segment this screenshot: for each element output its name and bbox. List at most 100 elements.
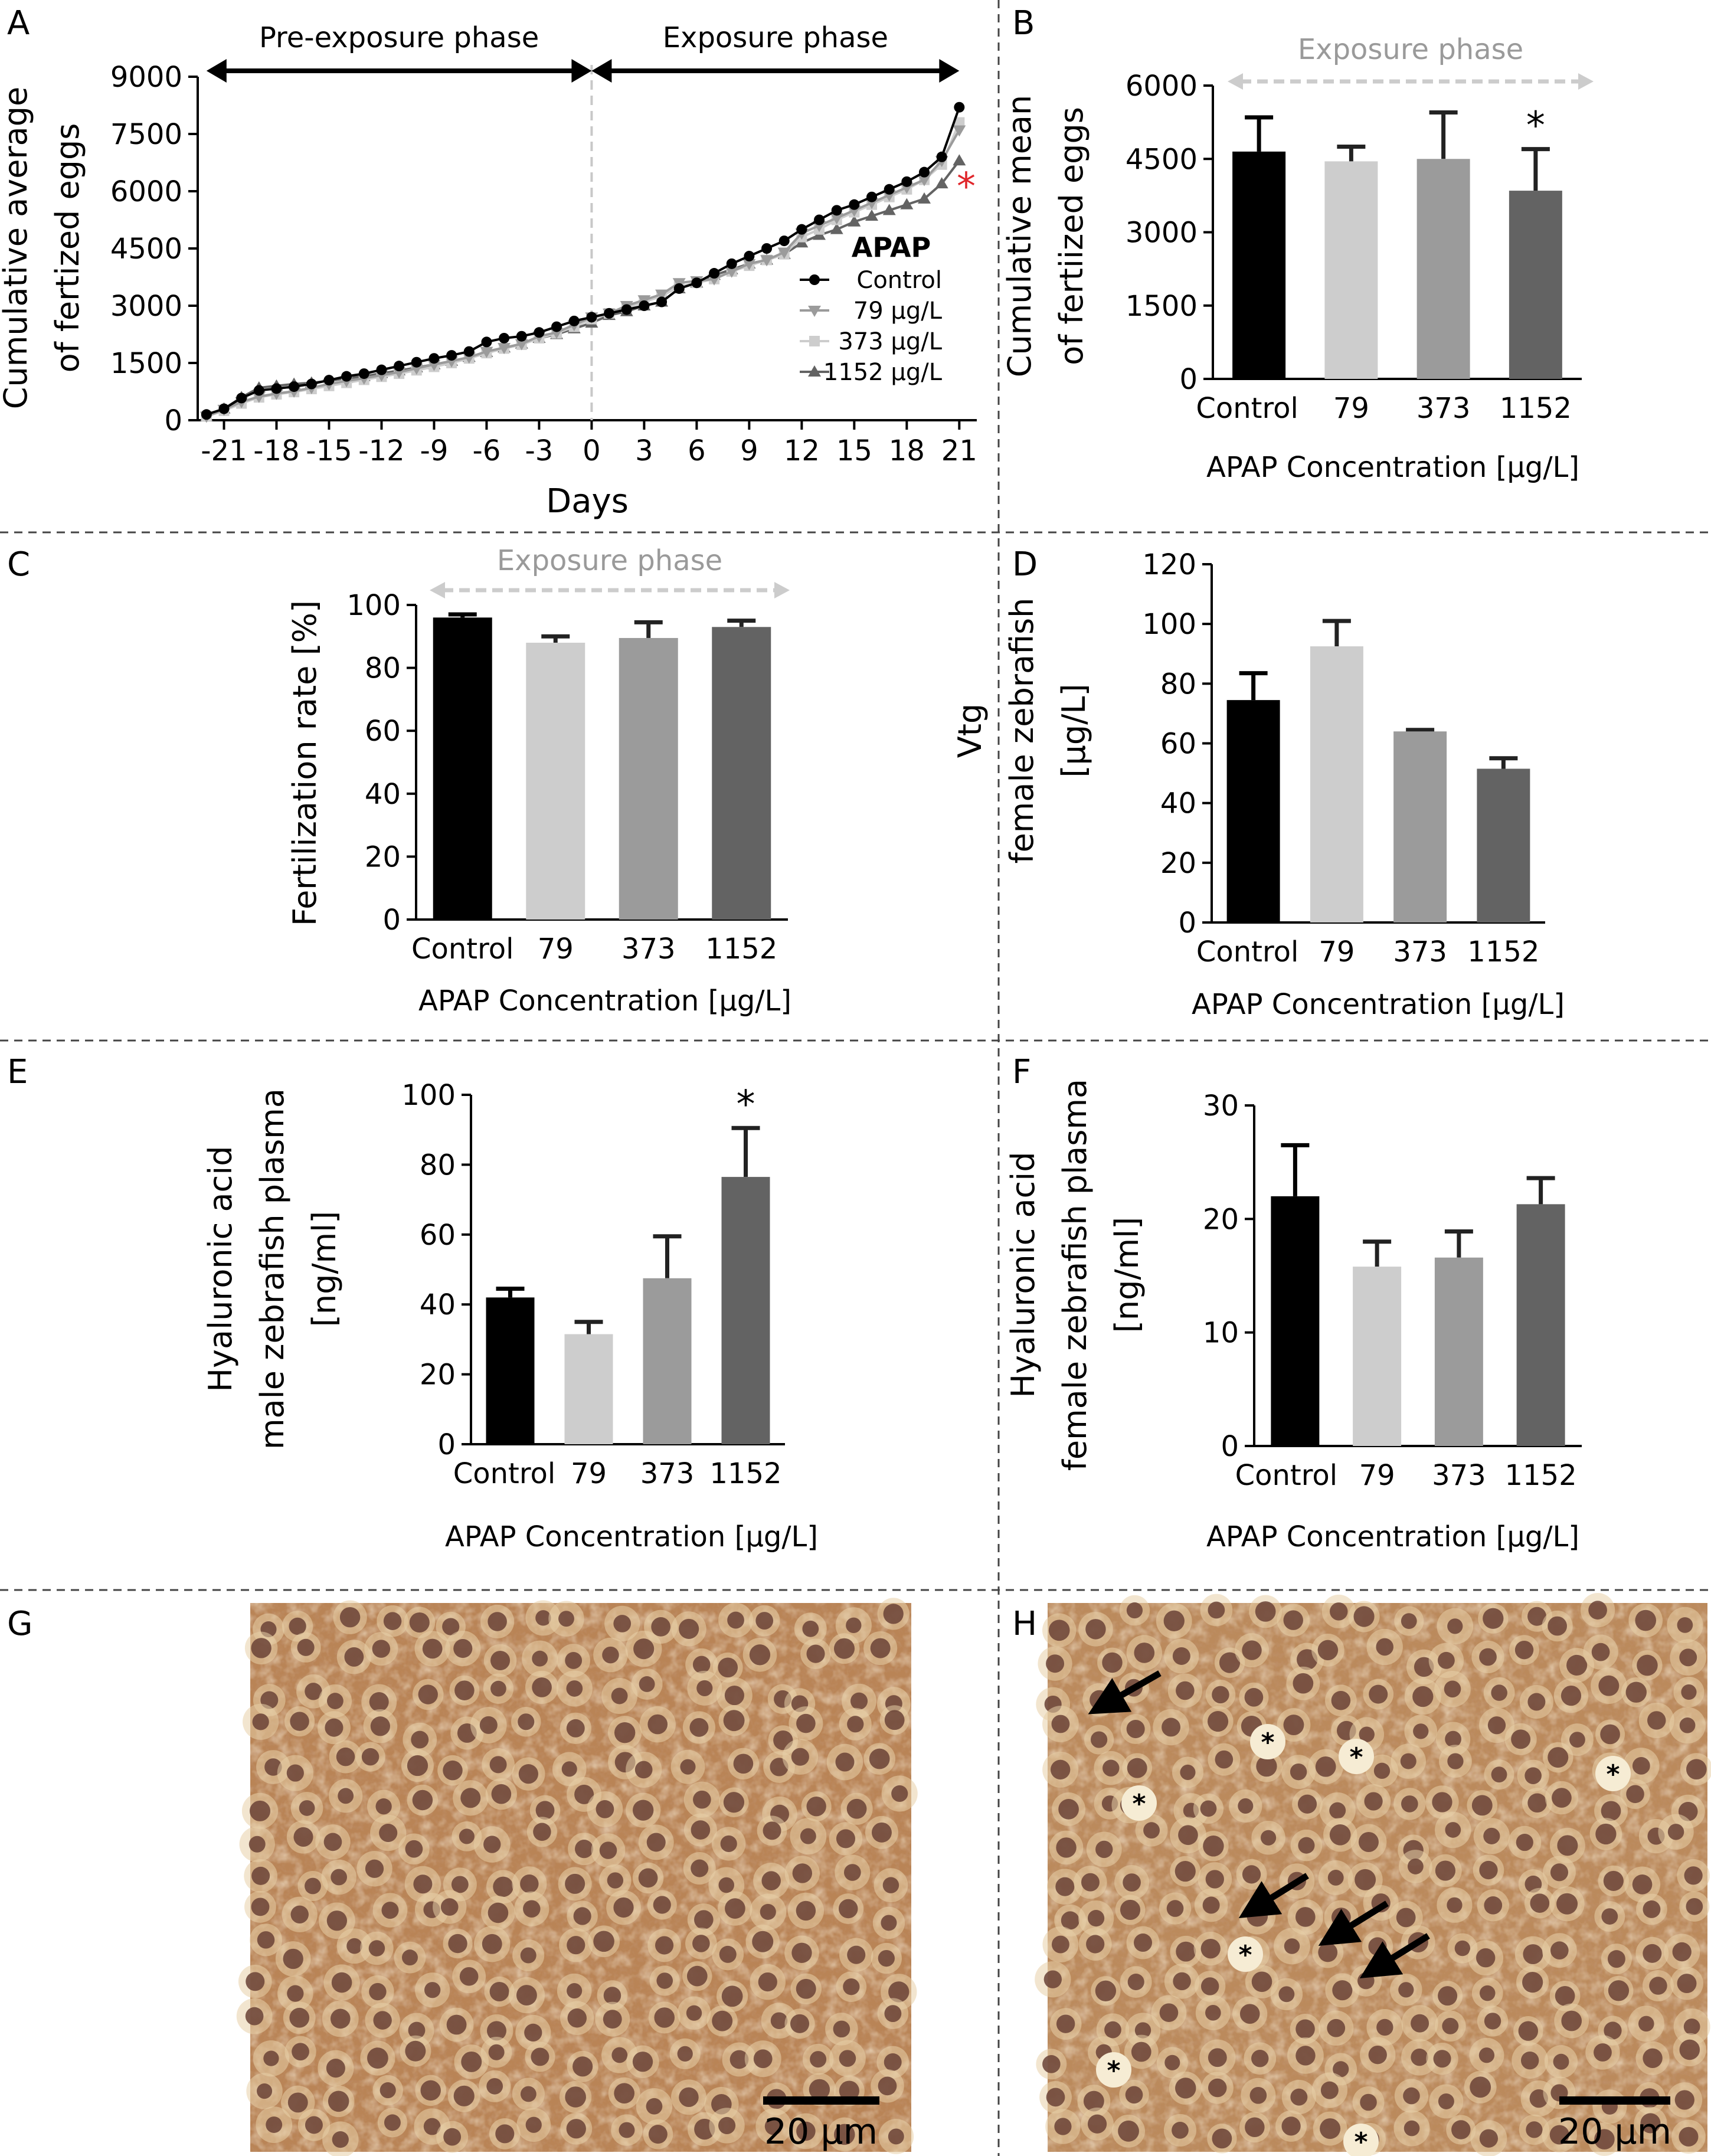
cell-nucleus	[1055, 1877, 1075, 1896]
cell-nucleus	[1056, 2014, 1075, 2033]
y-tick-label: 60	[365, 715, 401, 748]
cell-nucleus	[846, 1617, 862, 1634]
data-point	[814, 214, 825, 225]
cell-nucleus	[448, 1933, 467, 1954]
cell-nucleus	[1251, 2050, 1269, 2067]
cell-nucleus	[1134, 1643, 1155, 1663]
cell-nucleus	[686, 1965, 708, 1987]
data-point	[954, 117, 965, 128]
cell-nucleus	[1471, 1795, 1493, 1816]
cell-nucleus	[1212, 1686, 1229, 1704]
cell-nucleus	[381, 1902, 399, 1919]
cell-nucleus	[1085, 1619, 1106, 1640]
cell-nucleus	[305, 2116, 323, 2134]
cell-nucleus	[252, 1713, 269, 1730]
legend-title: APAP	[852, 231, 931, 263]
cell-nucleus	[483, 1836, 501, 1853]
cell-nucleus	[800, 1828, 816, 1844]
cell-nucleus	[490, 1680, 506, 1697]
cell-nucleus	[686, 2005, 702, 2021]
data-point	[726, 258, 737, 269]
panel-f-bar-chart: 0 10 20 30 Control 79 373 1152 APAP Concentratio…	[1005, 1079, 1582, 1553]
cell-nucleus	[1625, 1681, 1647, 1703]
cell-nucleus	[1400, 1753, 1416, 1769]
cell-nucleus	[1523, 1944, 1543, 1964]
cell-nucleus	[460, 1788, 481, 1808]
cell-nucleus	[1331, 1690, 1351, 1710]
cell-nucleus	[266, 2116, 283, 2133]
bar-79	[526, 642, 585, 920]
cell-nucleus	[1295, 2046, 1316, 2066]
vacuole	[1339, 1739, 1374, 1774]
cell-nucleus	[1511, 1729, 1531, 1749]
data-point	[778, 235, 790, 247]
cell-nucleus	[344, 1647, 364, 1667]
cell-nucleus	[1238, 1798, 1254, 1814]
cell-nucleus	[369, 1692, 389, 1712]
data-point	[808, 306, 821, 317]
data-point	[236, 392, 247, 404]
bar-1152	[712, 627, 771, 920]
y-axis-label-line: male zebrafish plasma	[254, 1088, 291, 1450]
cell-nucleus	[286, 1764, 304, 1782]
cell-nucleus	[884, 2005, 902, 2023]
cell-nucleus	[493, 1876, 513, 1897]
cell-nucleus	[1208, 2048, 1227, 2067]
data-point	[691, 277, 702, 289]
cell-nucleus	[833, 2020, 850, 2038]
cell-nucleus	[1591, 1643, 1610, 1661]
data-point	[358, 368, 369, 379]
cell-nucleus	[1518, 2021, 1539, 2041]
vacuole-marker: *	[1354, 2127, 1368, 2156]
cell-nucleus	[1514, 1640, 1534, 1660]
cell-nucleus	[1491, 1684, 1507, 1701]
cell-nucleus	[596, 1800, 614, 1818]
cell-nucleus	[565, 1873, 585, 1894]
micrograph-g: 20 µm	[236, 1598, 918, 2156]
cell-nucleus	[489, 1982, 509, 2001]
cell-nucleus	[884, 1710, 905, 1730]
cell-nucleus	[1396, 1908, 1416, 1928]
cell-nucleus	[721, 1985, 743, 2007]
cell-nucleus	[1526, 2121, 1543, 2138]
cell-nucleus	[488, 1902, 509, 1923]
significance-marker: *	[1526, 104, 1545, 148]
data-point	[831, 205, 842, 216]
cell-nucleus	[723, 1710, 745, 1732]
panel-letter-g: G	[7, 1605, 32, 1643]
data-point	[761, 243, 773, 254]
cell-nucleus	[1215, 1750, 1234, 1769]
cell-nucleus	[712, 2010, 733, 2031]
cell-nucleus	[1632, 1756, 1650, 1775]
cell-nucleus	[691, 1820, 711, 1840]
cell-nucleus	[338, 1788, 354, 1804]
cell-nucleus	[1435, 1860, 1456, 1881]
arrow-4	[1359, 1933, 1430, 1978]
cell-nucleus	[603, 2010, 622, 2029]
cell-nucleus	[723, 1792, 745, 1813]
cell-nucleus	[326, 2059, 345, 2078]
y-axis-label-line: Cumulative mean	[1001, 95, 1038, 378]
y-tick-label: 120	[1142, 548, 1196, 581]
cell-nucleus	[1364, 1792, 1383, 1811]
cell-nucleus	[331, 1869, 348, 1886]
cell-nucleus	[1520, 2051, 1539, 2070]
cell-nucleus	[1261, 1830, 1277, 1846]
cell-nucleus	[847, 1716, 864, 1733]
x-tick-label: 3	[635, 434, 653, 467]
data-point	[621, 304, 632, 315]
x-tick-label: -21	[201, 434, 247, 467]
cell-nucleus	[446, 2014, 467, 2035]
cell-nucleus	[454, 1680, 475, 1700]
legend-label: Control	[856, 267, 942, 294]
cell-nucleus	[1127, 1758, 1147, 1778]
cell-nucleus	[839, 1899, 858, 1919]
cell-nucleus	[1176, 1681, 1195, 1700]
cell-nucleus	[1677, 1974, 1697, 1994]
data-point	[498, 343, 511, 355]
cell-nucleus	[325, 1718, 343, 1737]
cell-nucleus	[305, 1877, 321, 1895]
cell-nucleus	[1200, 1977, 1219, 1995]
data-point	[777, 247, 791, 259]
cell-nucleus	[1550, 1863, 1569, 1882]
